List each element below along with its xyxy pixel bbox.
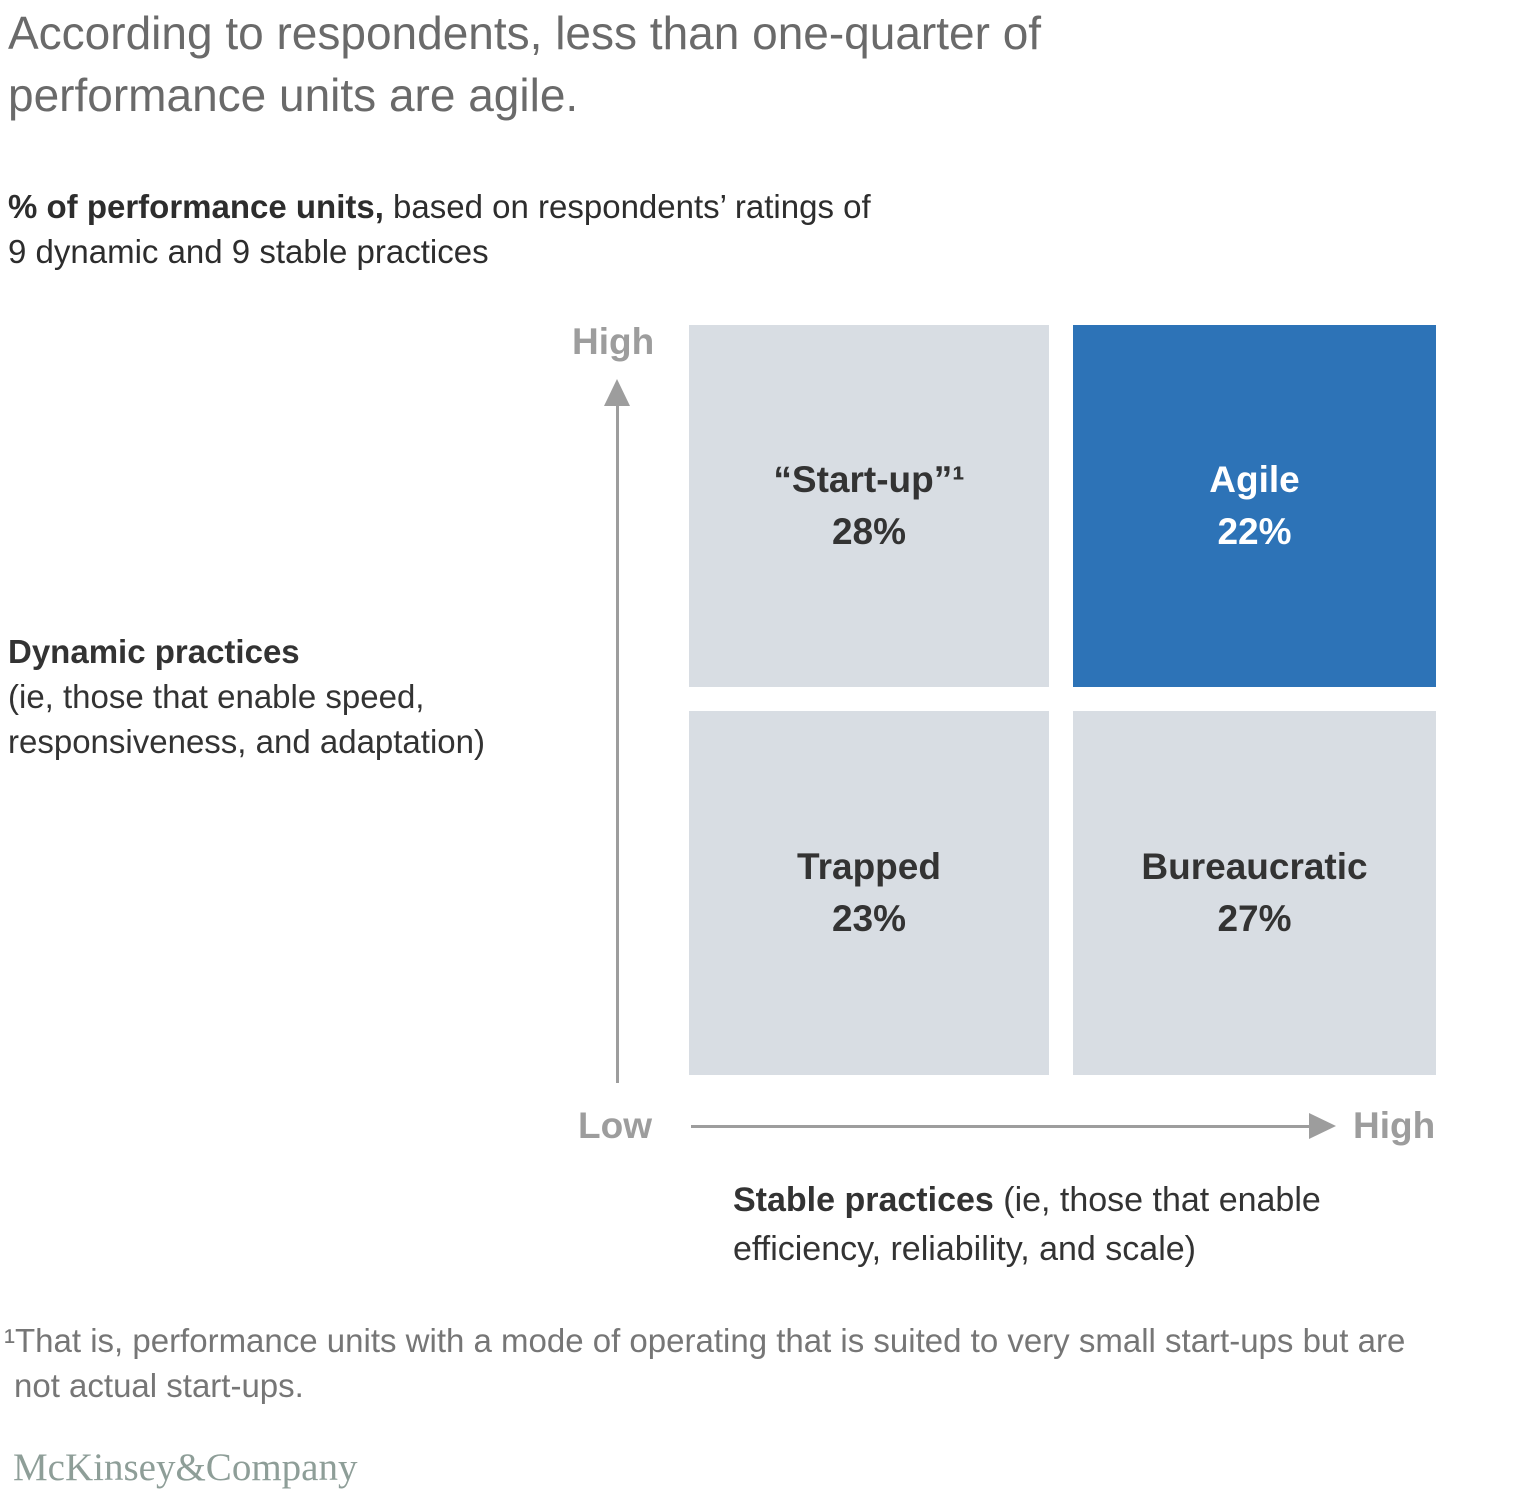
x-axis-title-line1: Stable practices (ie, those that enable — [733, 1176, 1321, 1225]
quadrant-bureaucratic-value: 27% — [1217, 898, 1292, 939]
y-axis-title-line2: (ie, those that enable speed, — [8, 678, 425, 715]
y-axis-title-line3: responsiveness, and adaptation) — [8, 723, 485, 760]
chart-subtitle-line1-rest: based on respondents’ ratings of — [383, 188, 871, 225]
chart-subtitle-line2: 9 dynamic and 9 stable practices — [8, 233, 489, 270]
footnote-line2: not actual start-ups. — [14, 1367, 304, 1404]
quadrant-startup: “Start-up”¹ 28% — [689, 325, 1049, 687]
quadrant-startup-label: “Start-up”¹ — [773, 459, 965, 500]
footnote: ¹That is, performance units with a mode … — [4, 1318, 1405, 1408]
quadrant-agile: Agile 22% — [1073, 325, 1436, 687]
quadrant-startup-value: 28% — [831, 511, 907, 552]
x-axis-title-line2: efficiency, reliability, and scale) — [733, 1230, 1196, 1268]
quadrant-bureaucratic: Bureaucratic 27% — [1073, 711, 1436, 1075]
chart-title: According to respondents, less than one-… — [8, 2, 1041, 126]
x-axis-title: Stable practices (ie, those that enable … — [733, 1176, 1321, 1274]
chart-subtitle: % of performance units, based on respond… — [8, 184, 871, 274]
x-axis-title-bold: Stable practices — [733, 1181, 994, 1219]
y-axis-high-label: High — [572, 321, 655, 362]
y-axis-line — [616, 402, 619, 1083]
quadrant-bureaucratic-label: Bureaucratic — [1141, 846, 1368, 887]
y-axis-arrowhead-icon — [604, 379, 630, 406]
x-axis-line — [691, 1125, 1311, 1128]
chart-subtitle-line1: % of performance units, based on respond… — [8, 184, 871, 229]
quadrant-agile-value: 22% — [1217, 511, 1292, 552]
mckinsey-company-logo: McKinsey&Company — [13, 1446, 358, 1489]
x-axis-title-line1-rest: (ie, those that enable — [993, 1181, 1321, 1219]
quadrant-agile-label: Agile — [1209, 459, 1300, 500]
y-axis-title-bold: Dynamic practices — [8, 633, 300, 670]
quadrant-trapped: Trapped 23% — [689, 711, 1049, 1075]
quadrant-trapped-label: Trapped — [797, 846, 941, 887]
chart-title-line1: According to respondents, less than one-… — [8, 7, 1042, 59]
axis-low-label: Low — [578, 1105, 652, 1146]
quadrant-trapped-value: 23% — [831, 898, 907, 939]
footnote-line1: ¹That is, performance units with a mode … — [4, 1322, 1406, 1359]
y-axis-title: Dynamic practices (ie, those that enable… — [8, 629, 485, 764]
unit-descriptor: % of performance units, — [8, 188, 384, 225]
chart-title-line2: performance units are agile. — [8, 69, 579, 121]
x-axis-arrowhead-icon — [1309, 1113, 1336, 1139]
x-axis-high-label: High — [1353, 1105, 1436, 1146]
